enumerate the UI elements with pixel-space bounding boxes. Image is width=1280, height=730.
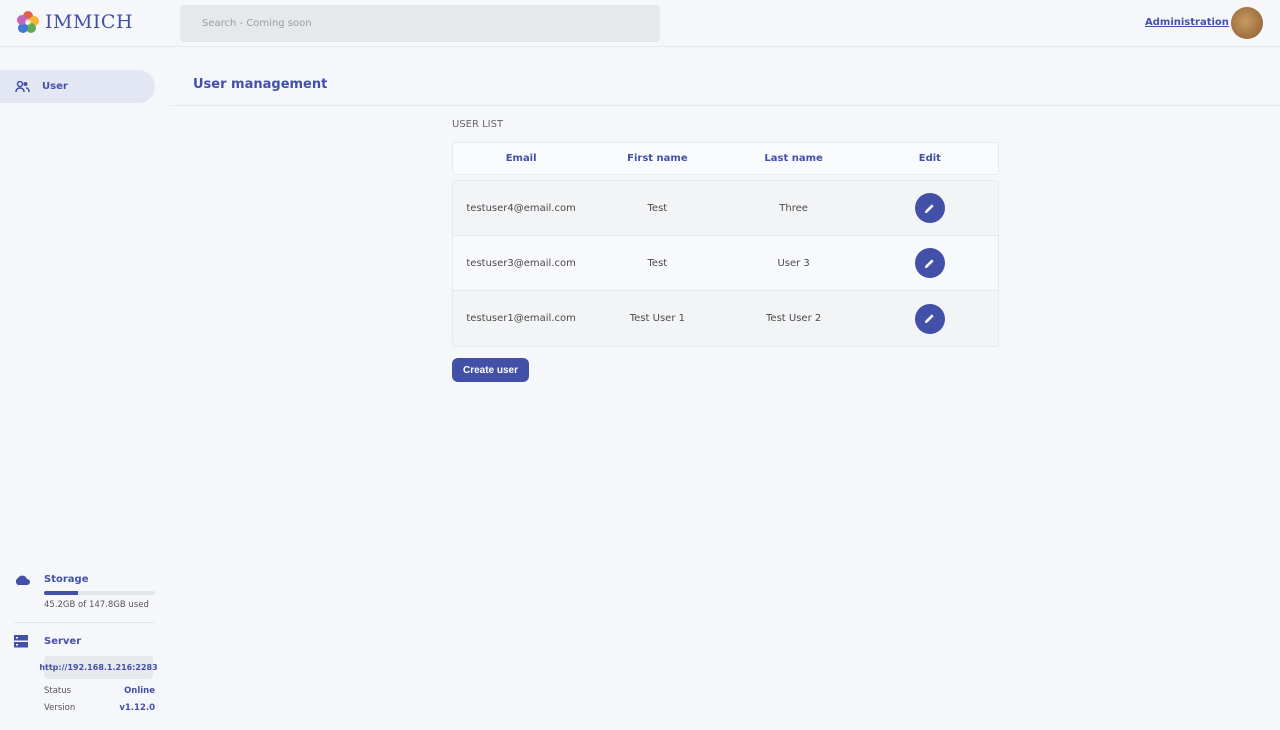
server-url: http://192.168.1.216:2283 [39,656,158,679]
first-name-cell: Test [647,257,668,269]
edit-user-button[interactable] [914,193,945,223]
pencil-icon [925,203,934,213]
table-row: testuser1@email.com Test User 1 Test Use… [453,291,998,346]
server-icon [14,635,28,648]
column-last-name: Last name [764,153,823,164]
first-name-cell: Test [647,202,668,214]
divider [14,622,155,623]
last-name-cell: Three [779,202,808,214]
top-bar: IMMICH Search - Coming soon Administrati… [0,0,1280,47]
email-cell: testuser1@email.com [466,313,576,324]
pencil-icon [925,258,934,268]
table-header: Email First name Last name Edit [452,142,999,175]
storage-usage: 45.2GB of 147.8GB used [44,600,149,610]
pencil-icon [925,314,934,324]
users-icon [15,80,30,92]
version-label: Version [44,703,76,713]
search-input[interactable]: Search - Coming soon [180,5,660,42]
logo[interactable]: IMMICH [16,10,133,34]
divider [170,105,1280,106]
section-title: USER LIST [452,119,504,130]
table-row: testuser4@email.com Test Three [453,181,998,236]
sidebar-item-user[interactable]: User [0,70,155,103]
edit-user-button[interactable] [914,303,945,334]
storage-bar-fill [44,591,78,595]
sidebar-status: Storage 45.2GB of 147.8GB used Server ht… [14,574,158,713]
storage-label: Storage [44,574,89,585]
create-user-button[interactable]: Create user [452,358,529,382]
column-email: Email [505,153,537,164]
last-name-cell: Test User 2 [766,313,822,324]
email-cell: testuser4@email.com [466,202,576,214]
administration-link[interactable]: Administration [1145,17,1229,28]
last-name-cell: User 3 [777,257,810,269]
table-row: testuser3@email.com Test User 3 [453,236,998,291]
first-name-cell: Test User 1 [629,313,685,324]
cloud-icon [15,575,30,585]
status-label: Status [44,686,72,696]
column-first-name: First name [627,153,688,164]
user-table: testuser4@email.com Test Three testuser3… [452,180,999,347]
avatar[interactable] [1231,7,1263,39]
page-title: User management [193,77,328,92]
sidebar-item-label: User [42,81,68,92]
edit-user-button[interactable] [914,248,945,278]
server-label: Server [44,636,82,647]
storage-bar [44,591,155,595]
immich-logo-icon [17,11,39,33]
app-name: IMMICH [45,11,134,33]
column-edit: Edit [918,153,941,164]
status-value: Online [124,686,155,696]
email-cell: testuser3@email.com [466,257,576,269]
version-value: v1.12.0 [119,703,155,713]
